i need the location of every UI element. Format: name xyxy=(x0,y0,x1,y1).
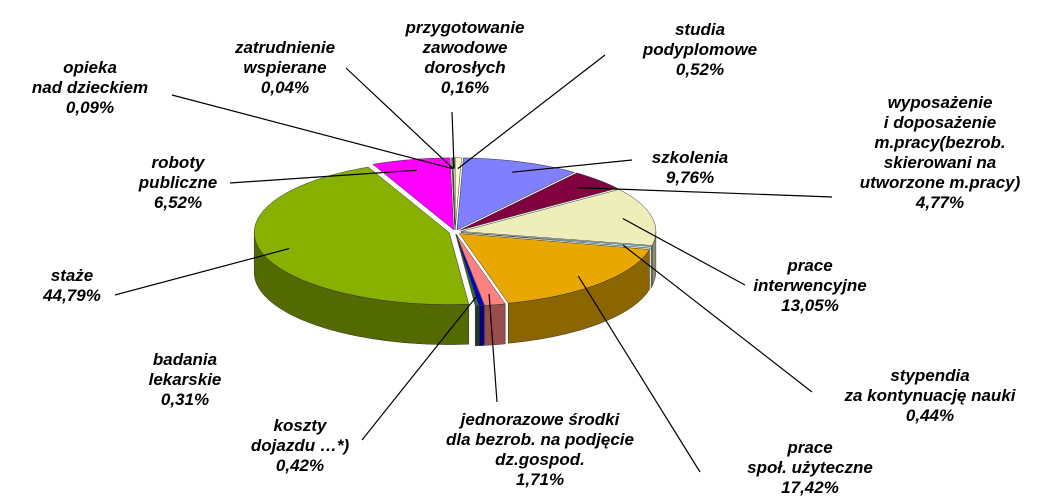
label-line: stypendia xyxy=(890,366,969,385)
label-line: dojazdu …*) xyxy=(251,436,350,455)
slice-side xyxy=(484,303,506,346)
slice-label: prace interwencyjne xyxy=(753,256,866,295)
value-label: 0,42% xyxy=(276,456,324,475)
label-line: wspierane xyxy=(243,58,326,77)
label-line: lekarskie xyxy=(149,370,222,389)
value-label: 1,71% xyxy=(516,470,564,489)
label-line: utworzone m.pracy) xyxy=(860,173,1021,192)
label-line: dorosłych xyxy=(424,58,505,77)
label-line: zawodowe xyxy=(421,38,507,57)
slice xyxy=(253,166,470,305)
label-line: prace xyxy=(786,256,832,275)
slice-label: roboty publiczne xyxy=(138,153,217,192)
slice-side xyxy=(474,305,480,347)
leader-line xyxy=(171,94,453,170)
slice-label: opieka nad dzieckiem xyxy=(32,58,148,97)
leader-line xyxy=(457,54,606,170)
slice-label: wyposażenie i doposażenie m.pracy(bezrob. s… xyxy=(860,93,1021,192)
value-label: 0,31% xyxy=(161,390,209,409)
slice-label: stypendia za kontynuację nauki xyxy=(844,366,1017,405)
slice xyxy=(456,157,576,231)
label-line: podyplomowe xyxy=(642,40,757,59)
label-line: opieka xyxy=(63,58,117,77)
leader-line xyxy=(361,294,479,441)
label-line: za kontynuację nauki xyxy=(844,386,1017,405)
leader-line xyxy=(229,169,418,184)
label-line: studia xyxy=(675,20,725,39)
slice xyxy=(372,157,454,231)
slice-label: prace społ. użyteczne xyxy=(747,438,873,477)
label-line: publiczne xyxy=(138,173,217,192)
label-line: prace xyxy=(786,438,832,457)
slice-label: jednorazowe środki dla bezrob. na podjęci… xyxy=(446,410,634,469)
slice-label: koszty dojazdu …*) xyxy=(251,416,350,455)
label-line: dz.gospod. xyxy=(495,450,585,469)
value-label: 0,09% xyxy=(66,98,114,117)
value-label: 13,05% xyxy=(781,296,839,315)
value-label: 0,44% xyxy=(906,406,954,425)
leader-line xyxy=(577,187,833,198)
slice xyxy=(458,233,650,304)
slice-side xyxy=(478,305,485,346)
leader-line xyxy=(512,159,633,173)
value-label: 0,04% xyxy=(261,78,309,97)
label-line: zatrudnienie xyxy=(234,38,335,57)
label-line: roboty xyxy=(152,153,206,172)
slice-label: przygotowanie zawodowe dorosłych xyxy=(404,18,524,77)
slice xyxy=(460,232,653,249)
label-line: interwencyjne xyxy=(753,276,866,295)
slice-label: szkolenia xyxy=(652,148,729,167)
label-line: koszty xyxy=(274,416,328,435)
leader-line xyxy=(114,248,290,296)
value-label: 4,77% xyxy=(915,193,964,212)
leader-line xyxy=(577,275,701,473)
label-line: nad dzieckiem xyxy=(32,78,148,97)
value-label: 6,52% xyxy=(154,193,202,212)
slice xyxy=(455,234,480,307)
leader-line xyxy=(622,217,746,286)
label-line: i doposażenie xyxy=(884,113,996,132)
slice xyxy=(455,234,506,306)
value-label: 0,16% xyxy=(441,78,489,97)
value-label: 0,52% xyxy=(676,60,724,79)
label-line: staże xyxy=(51,266,94,285)
slice-label: zatrudnienie wspierane xyxy=(234,38,335,77)
leader-line xyxy=(622,244,813,393)
slice-label: studia podyplomowe xyxy=(642,20,757,59)
label-line: badania xyxy=(153,350,217,369)
label-line: m.pracy(bezrob. xyxy=(874,133,1005,152)
value-label: 9,76% xyxy=(666,168,714,187)
label-line: szkolenia xyxy=(652,148,729,167)
leader-line xyxy=(488,294,498,403)
label-line: przygotowanie xyxy=(404,18,524,37)
label-line: wyposażenie xyxy=(888,93,993,112)
value-label: 17,42% xyxy=(781,478,839,497)
value-label: 44,79% xyxy=(42,286,101,305)
slice-label: badania lekarskie xyxy=(149,350,222,389)
slice-label: staże xyxy=(51,266,94,285)
label-line: skierowani na xyxy=(884,153,996,172)
label-line: dla bezrob. na podjęcie xyxy=(446,430,634,449)
leader-line xyxy=(451,111,455,169)
label-line: jednorazowe środki xyxy=(459,410,621,429)
leader-line xyxy=(345,67,454,170)
label-line: społ. użyteczne xyxy=(747,458,873,477)
